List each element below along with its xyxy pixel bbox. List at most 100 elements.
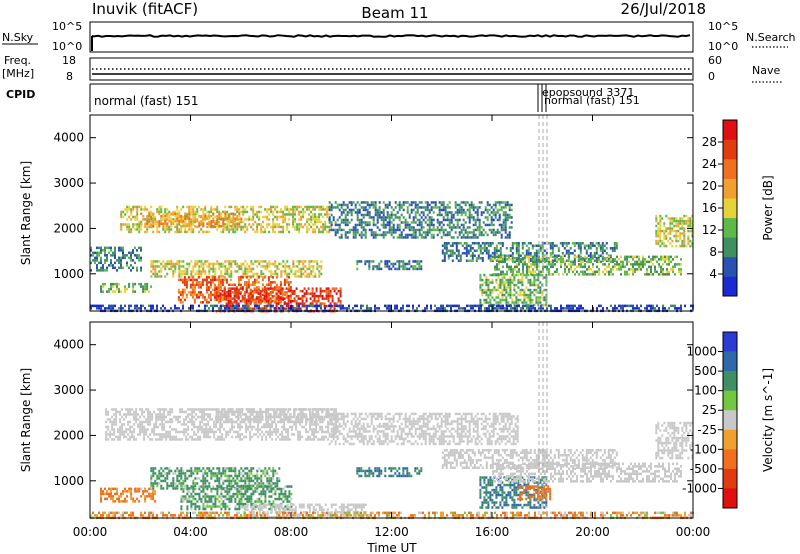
power-cell (687, 229, 690, 233)
power-cell (412, 265, 415, 268)
power-cell (170, 267, 173, 271)
power-cell (572, 270, 574, 274)
power-cell (210, 210, 213, 214)
power-cell (196, 220, 199, 223)
power-cell (267, 276, 270, 279)
power-cell (572, 260, 574, 264)
power-cell (219, 283, 222, 287)
power-cell (669, 229, 672, 233)
power-cell (669, 232, 672, 235)
power-cell (644, 263, 646, 266)
power-cell (164, 220, 167, 223)
power-cell (497, 254, 500, 257)
power-cell (392, 226, 395, 229)
power-cell (302, 215, 305, 219)
power-cell (195, 281, 198, 284)
power-cell (567, 259, 570, 262)
power-cell (497, 293, 500, 297)
power-cell (537, 291, 540, 294)
power-cell (601, 242, 604, 245)
power-cell (487, 257, 490, 260)
power-cell (362, 304, 364, 308)
power-cell (664, 273, 666, 276)
power-cell (224, 225, 227, 228)
power-cell (282, 215, 285, 219)
power-cell (223, 292, 226, 295)
power-cell (229, 299, 232, 303)
velocity-cell (173, 415, 176, 419)
velocity-cell (119, 413, 122, 416)
power-cell (460, 228, 463, 232)
power-cell (440, 213, 443, 217)
power-cell (274, 223, 277, 226)
power-cell (226, 267, 229, 271)
power-cell (348, 208, 351, 212)
power-cell (669, 227, 672, 230)
power-cell (162, 228, 165, 231)
power-cell (668, 263, 670, 266)
power-cell (366, 211, 369, 214)
power-cell (507, 278, 510, 282)
power-cell (232, 225, 235, 229)
power-cell (450, 216, 453, 219)
power-cell (388, 218, 391, 222)
power-cell (533, 276, 536, 279)
power-cell (228, 222, 231, 225)
power-cell (136, 254, 138, 257)
power-cell (544, 260, 546, 264)
power-cell (274, 230, 277, 234)
power-cell (182, 270, 185, 273)
power-cell (376, 307, 378, 310)
power-cell (515, 298, 518, 302)
power-cell (275, 283, 278, 287)
velocity-cell (127, 420, 130, 424)
power-cell (372, 223, 375, 227)
velocity-cell (149, 410, 152, 414)
power-cell (492, 211, 495, 214)
power-cell (249, 299, 252, 303)
power-cell (150, 262, 153, 266)
power-cell (663, 242, 666, 245)
power-cell (354, 223, 357, 227)
colorbar-tick-label: 8 (709, 245, 717, 259)
power-cell (511, 242, 514, 245)
power-cell (523, 298, 526, 302)
power-cell (237, 283, 240, 287)
power-cell (181, 288, 184, 292)
power-cell (412, 307, 414, 310)
power-cell (402, 262, 405, 266)
power-cell (691, 224, 694, 228)
power-cell (418, 260, 421, 263)
power-cell (323, 304, 326, 308)
power-cell (372, 260, 375, 263)
power-cell (200, 222, 203, 225)
power-cell (224, 215, 227, 218)
velocity-cell (141, 423, 144, 426)
velocity-cell (133, 418, 136, 421)
power-cell (255, 287, 258, 290)
power-cell (504, 307, 506, 310)
power-cell (469, 249, 472, 252)
power-cell (212, 225, 215, 228)
power-cell (234, 213, 237, 216)
power-cell (372, 206, 375, 209)
power-cell (440, 236, 443, 239)
power-cell (247, 302, 250, 305)
power-cell (578, 273, 580, 276)
power-cell (148, 215, 151, 218)
velocity-cell (195, 413, 198, 416)
power-cell (498, 263, 500, 266)
power-cell (253, 302, 256, 305)
velocity-cell (203, 433, 206, 436)
power-cell (198, 272, 201, 276)
power-cell (364, 221, 367, 224)
velocity-cell (111, 425, 114, 429)
power-cell (568, 304, 570, 308)
power-cell (182, 225, 185, 228)
power-cell (493, 298, 496, 302)
power-cell (601, 257, 604, 260)
power-cell (296, 223, 299, 226)
power-cell (491, 296, 494, 299)
power-cell (180, 215, 183, 218)
power-cell (286, 225, 289, 229)
